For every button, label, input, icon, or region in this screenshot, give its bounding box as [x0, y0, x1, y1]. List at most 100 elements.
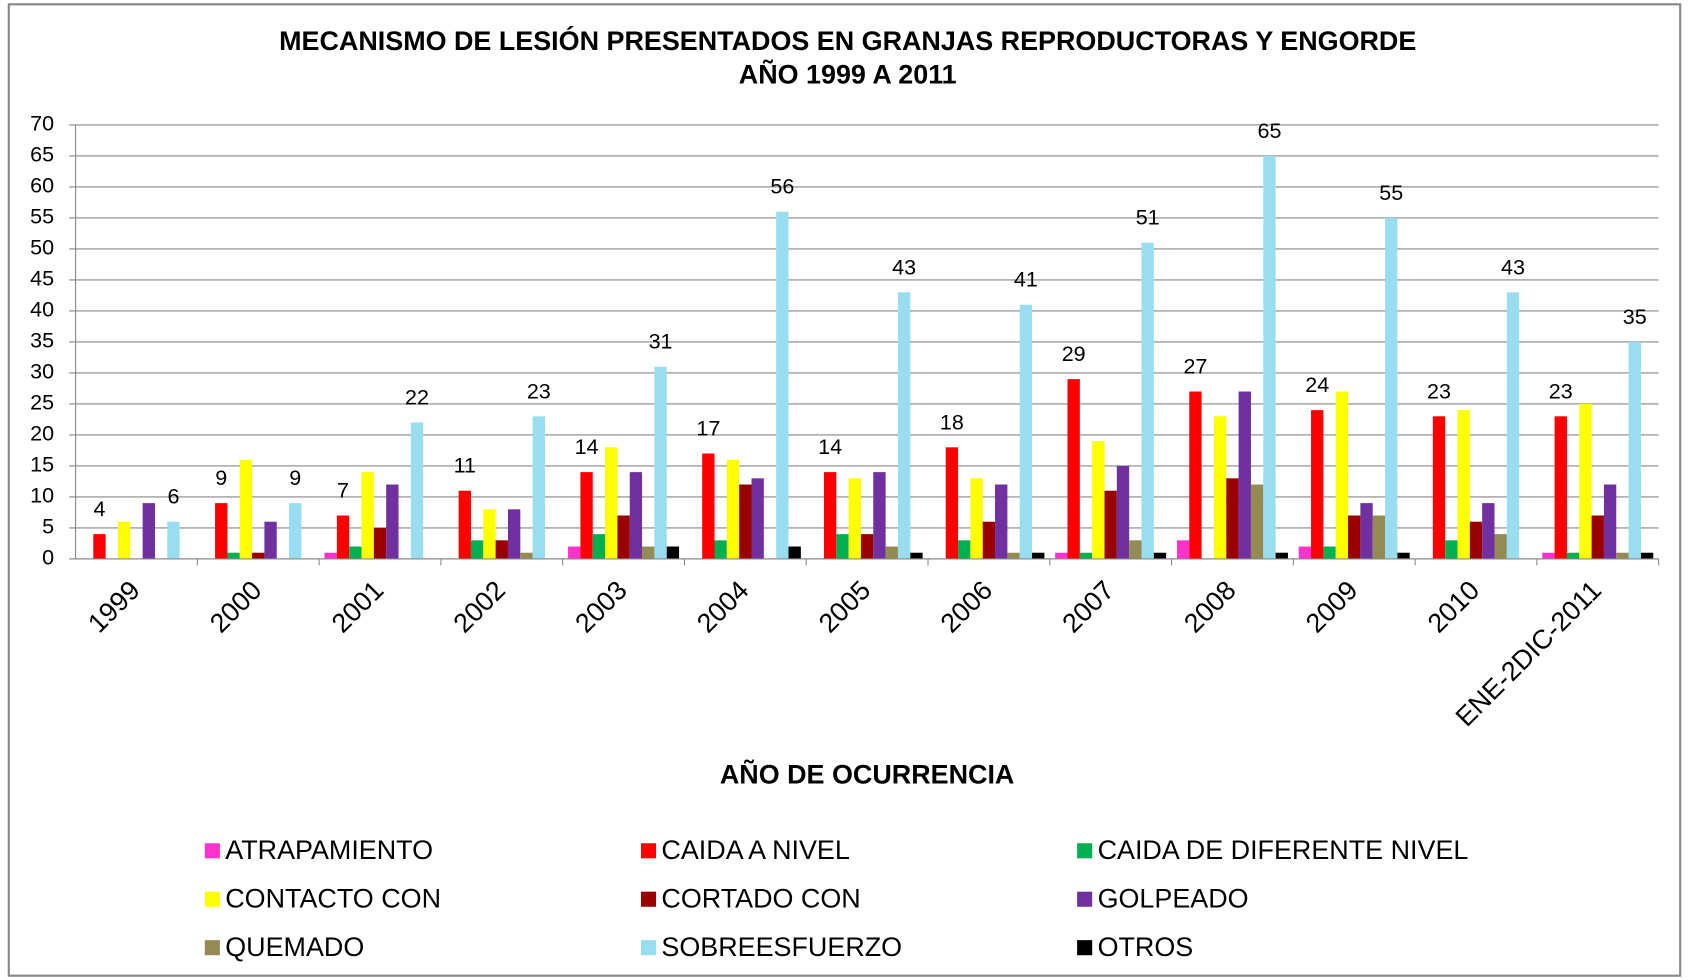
bar	[1129, 540, 1142, 559]
bar	[289, 503, 302, 559]
bar	[860, 534, 874, 559]
bar	[910, 552, 923, 559]
bar	[1250, 484, 1264, 559]
bar	[1494, 534, 1507, 559]
bar	[1554, 416, 1567, 559]
legend-label: GOLPEADO	[1098, 883, 1249, 913]
bar	[1092, 441, 1105, 559]
legend-label: CONTACTO CON	[225, 883, 441, 913]
bar	[739, 484, 752, 559]
bar	[1141, 242, 1154, 559]
bar	[1263, 155, 1276, 559]
bar	[1104, 490, 1117, 559]
data-label: 11	[454, 454, 476, 478]
legend-swatch	[640, 940, 657, 956]
legend-swatch	[204, 843, 220, 859]
y-tick-label: 65	[30, 143, 54, 167]
bar	[654, 366, 667, 559]
data-label: 35	[1623, 305, 1647, 329]
legend-swatch	[1077, 843, 1093, 859]
bar	[1591, 515, 1604, 559]
bar	[1079, 552, 1093, 559]
bar	[592, 534, 606, 559]
bar	[714, 540, 727, 559]
bar	[1457, 410, 1470, 559]
y-tick-label: 0	[42, 546, 54, 570]
bar	[93, 534, 106, 559]
bar	[751, 478, 764, 559]
bar	[1482, 503, 1495, 559]
data-label: 27	[1183, 355, 1207, 379]
bar	[349, 546, 362, 559]
bar	[642, 546, 655, 559]
legend-label: ATRAPAMIENTO	[225, 835, 433, 865]
bar	[1566, 552, 1580, 559]
bar	[823, 472, 837, 559]
bar	[1238, 391, 1251, 559]
y-tick-label: 15	[30, 453, 54, 477]
bar	[1335, 391, 1349, 559]
bar	[726, 459, 740, 559]
bar	[1603, 484, 1617, 559]
data-label: 9	[215, 466, 227, 490]
bar	[702, 453, 715, 559]
bar	[1055, 552, 1068, 559]
bar	[483, 509, 496, 559]
legend-swatch	[1077, 940, 1093, 956]
data-label: 43	[892, 255, 916, 279]
bar	[1432, 416, 1446, 559]
chart-border	[7, 3, 1682, 977]
legend-swatch	[204, 891, 220, 907]
legend-swatch	[640, 891, 657, 907]
bar	[580, 472, 593, 559]
bar	[1616, 552, 1629, 559]
chart-title: AÑO 1999 A 2011	[739, 59, 957, 90]
bar	[1116, 465, 1130, 559]
bar	[995, 484, 1008, 559]
bar	[1506, 292, 1520, 559]
bar	[1323, 546, 1336, 559]
bar	[117, 521, 131, 559]
data-label: 23	[1549, 379, 1573, 403]
x-axis-label: AÑO DE OCURRENCIA	[720, 759, 1014, 790]
bar	[239, 459, 253, 559]
bar	[532, 416, 545, 559]
legend-label: SOBREESFUERZO	[661, 932, 902, 962]
legend-swatch	[640, 843, 657, 859]
y-tick-label: 5	[42, 515, 54, 539]
data-label: 41	[1014, 268, 1038, 292]
bar	[336, 515, 350, 559]
bar	[617, 515, 630, 559]
data-label: 31	[649, 330, 673, 354]
legend-label: CORTADO CON	[661, 883, 860, 913]
bar	[1445, 540, 1458, 559]
bar	[1189, 391, 1202, 559]
data-label: 14	[575, 435, 599, 459]
bar	[1019, 304, 1033, 559]
bar	[1176, 540, 1190, 559]
y-tick-label: 10	[30, 484, 54, 508]
bar	[605, 447, 618, 559]
bar	[324, 552, 337, 559]
bar	[167, 521, 180, 559]
bar	[958, 540, 971, 559]
legend-swatch	[204, 940, 220, 956]
bar	[252, 552, 265, 559]
bar	[1372, 515, 1386, 559]
bar	[873, 472, 886, 559]
bar	[1153, 552, 1167, 559]
data-label: 56	[770, 175, 794, 199]
data-label: 17	[696, 417, 720, 441]
bar	[1032, 552, 1045, 559]
bar	[1213, 416, 1227, 559]
bar	[1542, 552, 1555, 559]
data-label: 65	[1257, 119, 1281, 143]
bar	[666, 546, 680, 559]
bar	[897, 292, 911, 559]
bar	[788, 546, 801, 559]
data-label: 23	[527, 379, 551, 403]
data-label: 18	[940, 410, 964, 434]
y-tick-label: 30	[30, 360, 54, 384]
bar	[1067, 379, 1080, 559]
